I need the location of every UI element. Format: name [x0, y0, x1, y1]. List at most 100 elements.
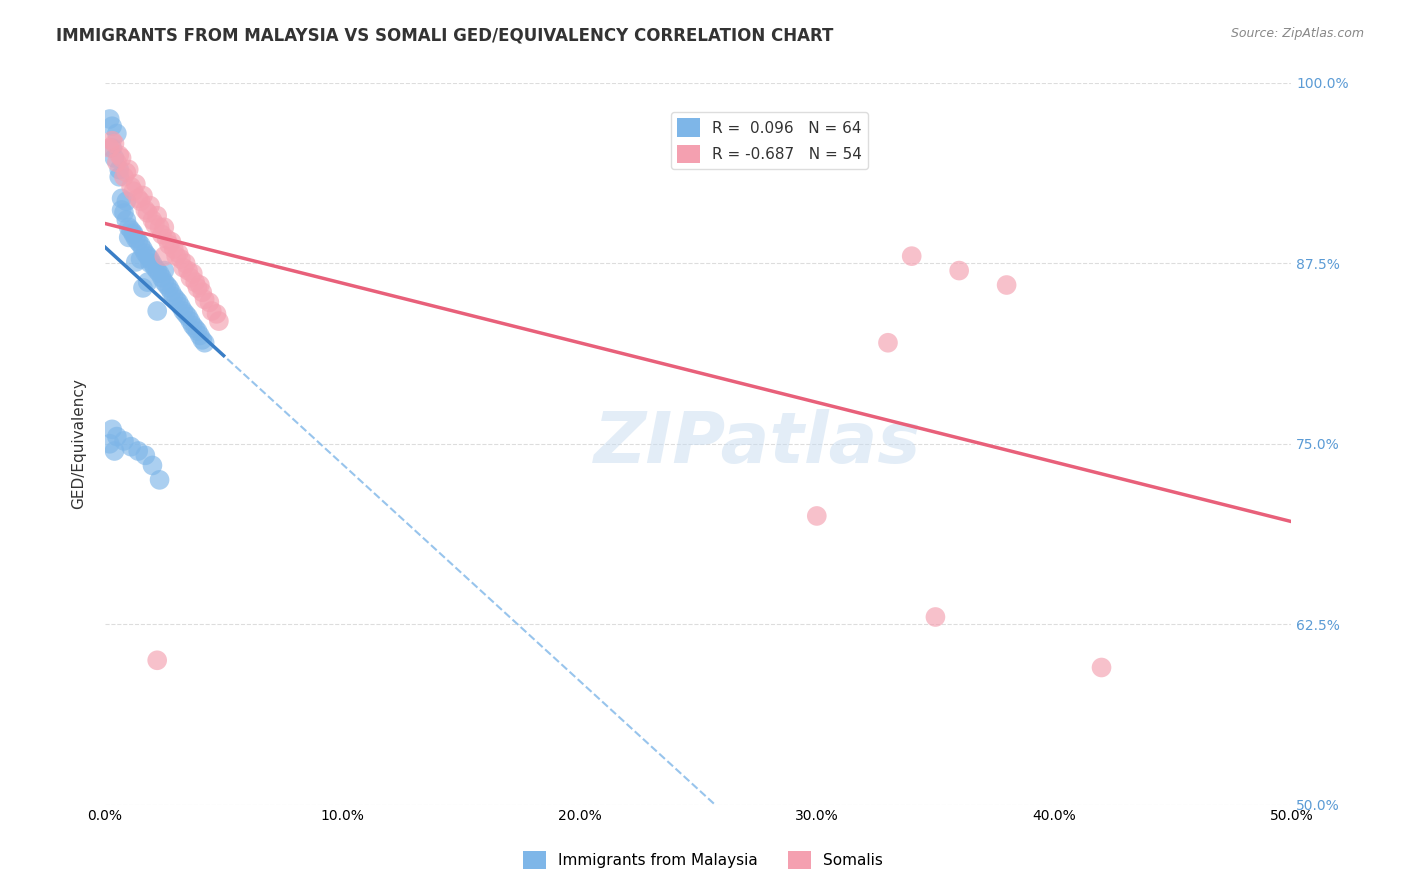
Point: [122, 227, 145, 242]
Point: [125, 232, 148, 246]
Point: [127, 444, 149, 458]
Point: [995, 278, 1018, 293]
Text: IMMIGRANTS FROM MALAYSIA VS SOMALI GED/EQUIVALENCY CORRELATION CHART: IMMIGRANTS FROM MALAYSIA VS SOMALI GED/E…: [56, 27, 834, 45]
Point: [136, 275, 159, 289]
Point: [122, 184, 145, 198]
Point: [139, 256, 162, 270]
Point: [112, 169, 135, 184]
Text: ZIPatlas: ZIPatlas: [593, 409, 921, 478]
Point: [105, 127, 128, 141]
Point: [118, 220, 141, 235]
Point: [141, 256, 163, 270]
Point: [132, 281, 155, 295]
Point: [186, 281, 208, 295]
Point: [167, 295, 190, 310]
Point: [172, 260, 194, 275]
Point: [103, 151, 125, 165]
Point: [103, 444, 125, 458]
Point: [139, 199, 162, 213]
Point: [105, 155, 128, 169]
Point: [112, 434, 135, 448]
Point: [201, 304, 224, 318]
Point: [141, 458, 163, 473]
Point: [160, 235, 183, 249]
Point: [132, 188, 155, 202]
Point: [125, 255, 148, 269]
Point: [184, 321, 207, 335]
Point: [163, 289, 186, 303]
Point: [177, 310, 200, 324]
Point: [120, 179, 142, 194]
Point: [110, 191, 132, 205]
Point: [186, 324, 208, 338]
Point: [156, 232, 179, 246]
Text: Source: ZipAtlas.com: Source: ZipAtlas.com: [1230, 27, 1364, 40]
Point: [924, 610, 946, 624]
Legend: R =  0.096   N = 64, R = -0.687   N = 54: R = 0.096 N = 64, R = -0.687 N = 54: [671, 112, 868, 169]
Point: [139, 252, 162, 266]
Point: [165, 293, 187, 307]
Point: [146, 653, 169, 667]
Point: [134, 448, 156, 462]
Point: [108, 169, 131, 184]
Point: [98, 141, 121, 155]
Point: [156, 278, 179, 293]
Point: [188, 278, 211, 293]
Point: [103, 136, 125, 151]
Point: [181, 267, 204, 281]
Point: [188, 328, 211, 343]
Point: [157, 281, 180, 295]
Point: [163, 242, 186, 256]
Point: [141, 213, 163, 227]
Point: [110, 202, 132, 217]
Point: [108, 162, 131, 177]
Point: [148, 473, 170, 487]
Point: [153, 263, 176, 277]
Point: [150, 227, 173, 242]
Point: [179, 314, 201, 328]
Point: [1090, 660, 1112, 674]
Point: [146, 209, 169, 223]
Point: [174, 256, 197, 270]
Point: [136, 249, 159, 263]
Point: [120, 223, 142, 237]
Point: [134, 246, 156, 260]
Point: [127, 235, 149, 249]
Point: [208, 314, 231, 328]
Point: [115, 194, 138, 209]
Point: [122, 226, 145, 240]
Point: [148, 220, 170, 235]
Point: [205, 307, 228, 321]
Point: [948, 263, 970, 277]
Point: [184, 275, 207, 289]
Point: [125, 177, 148, 191]
Point: [194, 335, 217, 350]
Point: [194, 293, 217, 307]
Point: [101, 134, 124, 148]
Legend: Immigrants from Malaysia, Somalis: Immigrants from Malaysia, Somalis: [516, 845, 890, 875]
Point: [179, 270, 201, 285]
Point: [165, 249, 187, 263]
Point: [132, 242, 155, 256]
Point: [143, 218, 166, 232]
Point: [98, 112, 121, 126]
Point: [146, 304, 169, 318]
Point: [170, 300, 193, 314]
Point: [98, 437, 121, 451]
Point: [101, 120, 124, 134]
Point: [174, 307, 197, 321]
Point: [198, 295, 221, 310]
Point: [101, 141, 124, 155]
Point: [129, 237, 152, 252]
Point: [877, 335, 900, 350]
Point: [129, 252, 152, 266]
Point: [110, 151, 132, 165]
Point: [129, 194, 152, 209]
Point: [153, 220, 176, 235]
Point: [177, 263, 200, 277]
Point: [112, 206, 135, 220]
Point: [127, 191, 149, 205]
Point: [148, 267, 170, 281]
Point: [157, 237, 180, 252]
Point: [191, 285, 214, 300]
